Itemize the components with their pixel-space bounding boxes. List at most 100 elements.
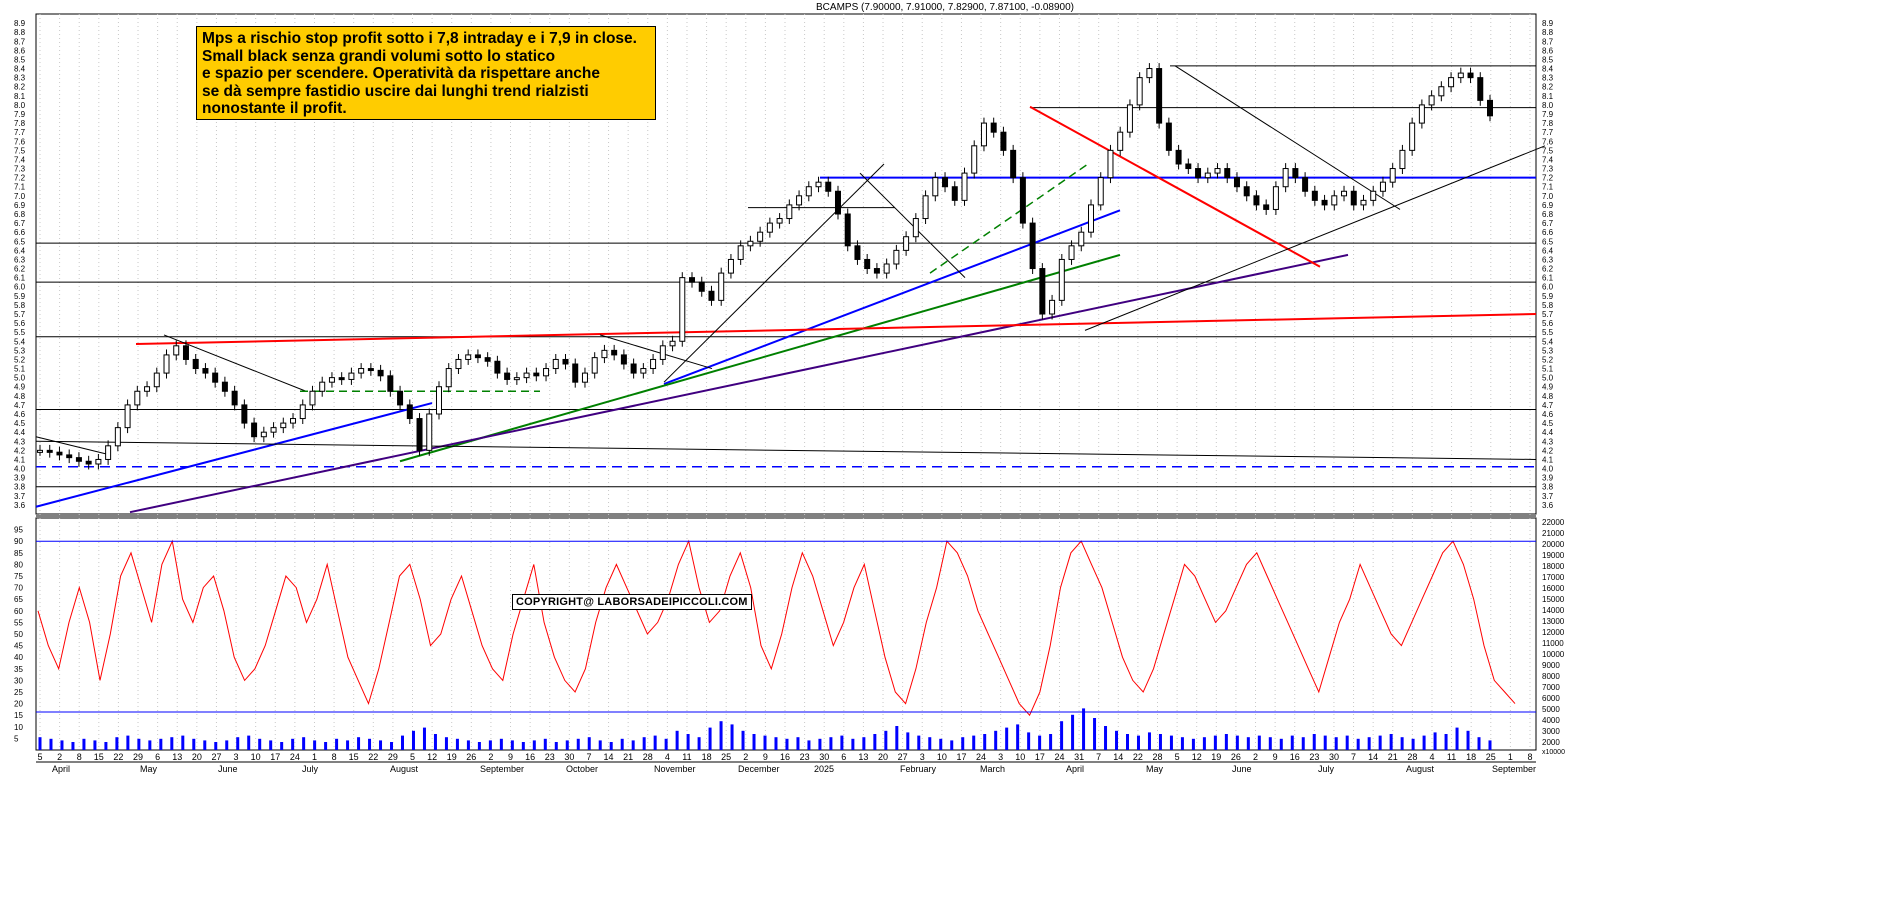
trend-line xyxy=(129,253,1349,514)
trend-line xyxy=(399,253,1121,463)
price-tick-label-left: 5.5 xyxy=(14,328,26,337)
candle-body xyxy=(796,195,803,206)
price-tick-label-left: 7.3 xyxy=(14,165,26,174)
volume-bar xyxy=(1104,726,1108,750)
volume-tick-label: 10000 xyxy=(1542,650,1565,659)
candle-body xyxy=(504,372,511,380)
oscillator-tick-label: 70 xyxy=(14,584,23,593)
volume-tick-label: 8000 xyxy=(1542,672,1560,681)
candle-body xyxy=(95,458,102,465)
volume-bar xyxy=(1202,737,1206,750)
oscillator-tick-label: 25 xyxy=(14,688,23,697)
price-tick-label-right: 8.9 xyxy=(1542,19,1554,28)
volume-bar xyxy=(181,735,185,750)
trend-line xyxy=(163,334,307,392)
volume-bar xyxy=(1334,737,1338,750)
price-tick-label-right: 8.0 xyxy=(1542,101,1554,110)
x-day-tick-label: 29 xyxy=(388,752,398,762)
x-day-tick-label: 22 xyxy=(368,752,378,762)
volume-bar xyxy=(170,737,174,750)
volume-bar xyxy=(939,738,943,750)
price-tick-label-right: 4.3 xyxy=(1542,437,1554,446)
candle-body xyxy=(1331,195,1338,206)
price-tick-label-right: 8.8 xyxy=(1542,28,1554,37)
candle-body xyxy=(1136,77,1143,106)
x-day-tick-label: 28 xyxy=(643,752,653,762)
volume-bar xyxy=(1158,734,1162,750)
x-day-tick-label: 3 xyxy=(998,752,1003,762)
volume-tick-label: 15000 xyxy=(1542,595,1565,604)
x-day-tick-label: 17 xyxy=(270,752,280,762)
price-tick-label-left: 8.7 xyxy=(14,37,26,46)
candle-body xyxy=(864,258,871,270)
volume-bar xyxy=(346,740,350,750)
volume-bar xyxy=(159,738,163,750)
candle-body xyxy=(426,413,433,451)
volume-bar xyxy=(60,740,64,750)
x-month-label: July xyxy=(302,764,319,774)
candle-body xyxy=(1010,149,1017,179)
x-day-tick-label: 14 xyxy=(1368,752,1378,762)
volume-bar xyxy=(785,738,789,750)
candle-body xyxy=(416,418,423,451)
candle-body xyxy=(1311,190,1318,201)
price-tick-label-right: 5.7 xyxy=(1542,310,1554,319)
volume-bar xyxy=(543,738,547,750)
volume-bar xyxy=(840,735,844,750)
volume-bar xyxy=(444,737,448,750)
candle-body xyxy=(1204,172,1211,179)
candle-body xyxy=(562,358,569,365)
volume-tick-label: 16000 xyxy=(1542,584,1565,593)
price-tick-label-left: 6.3 xyxy=(14,255,26,264)
volume-bar xyxy=(620,738,624,750)
oscillator-tick-label: 85 xyxy=(14,549,23,558)
trend-line xyxy=(1084,145,1546,331)
price-tick-label-right: 8.5 xyxy=(1542,55,1554,64)
candle-body xyxy=(1224,168,1231,179)
volume-bar xyxy=(917,735,921,750)
price-tick-label-right: 8.2 xyxy=(1542,83,1554,92)
x-day-tick-label: 13 xyxy=(172,752,182,762)
candle-body xyxy=(591,357,598,374)
volume-tick-label: 13000 xyxy=(1542,617,1565,626)
x-day-tick-label: 23 xyxy=(800,752,810,762)
volume-bar xyxy=(1093,718,1097,750)
candle-body xyxy=(1350,190,1357,206)
x-day-tick-label: 8 xyxy=(77,752,82,762)
x-month-label: April xyxy=(1066,764,1084,774)
note-line: e spazio per scendere. Operatività da ri… xyxy=(202,65,600,83)
price-tick-label-left: 4.8 xyxy=(14,392,26,401)
candle-body xyxy=(815,181,822,188)
price-tick-label-right: 6.9 xyxy=(1542,201,1554,210)
price-tick-label-right: 5.5 xyxy=(1542,328,1554,337)
price-tick-label-right: 6.6 xyxy=(1542,228,1554,237)
candle-body xyxy=(1487,99,1493,117)
price-tick-label-left: 6.8 xyxy=(14,210,26,219)
volume-bar xyxy=(499,738,503,750)
candle-body xyxy=(650,358,657,370)
x-month-label: May xyxy=(140,764,158,774)
x-day-tick-label: 8 xyxy=(332,752,337,762)
note-line: Small black senza grandi volumi sotto lo… xyxy=(202,47,556,65)
volume-bar xyxy=(401,735,404,750)
candle-body xyxy=(1253,195,1260,206)
volume-bar xyxy=(686,734,690,750)
price-tick-label-right: 8.3 xyxy=(1542,74,1554,83)
price-tick-label-right: 7.7 xyxy=(1542,128,1554,137)
x-day-tick-label: 14 xyxy=(1113,752,1123,762)
volume-bar xyxy=(697,737,701,750)
volume-bar xyxy=(730,724,734,750)
trend-line xyxy=(1029,105,1321,268)
volume-bar xyxy=(93,740,97,750)
price-tick-label-right: 5.6 xyxy=(1542,319,1554,328)
oscillator-tick-label: 80 xyxy=(14,560,23,569)
candle-body xyxy=(1146,68,1153,79)
price-tick-label-left: 7.0 xyxy=(14,192,26,201)
candle-body xyxy=(825,181,832,192)
price-tick-label-left: 5.0 xyxy=(14,374,26,383)
x-day-tick-label: 10 xyxy=(251,752,261,762)
candle-body xyxy=(873,268,880,274)
candle-body xyxy=(552,358,559,370)
price-tick-label-right: 7.6 xyxy=(1542,137,1554,146)
x-month-label: 2025 xyxy=(814,764,834,774)
